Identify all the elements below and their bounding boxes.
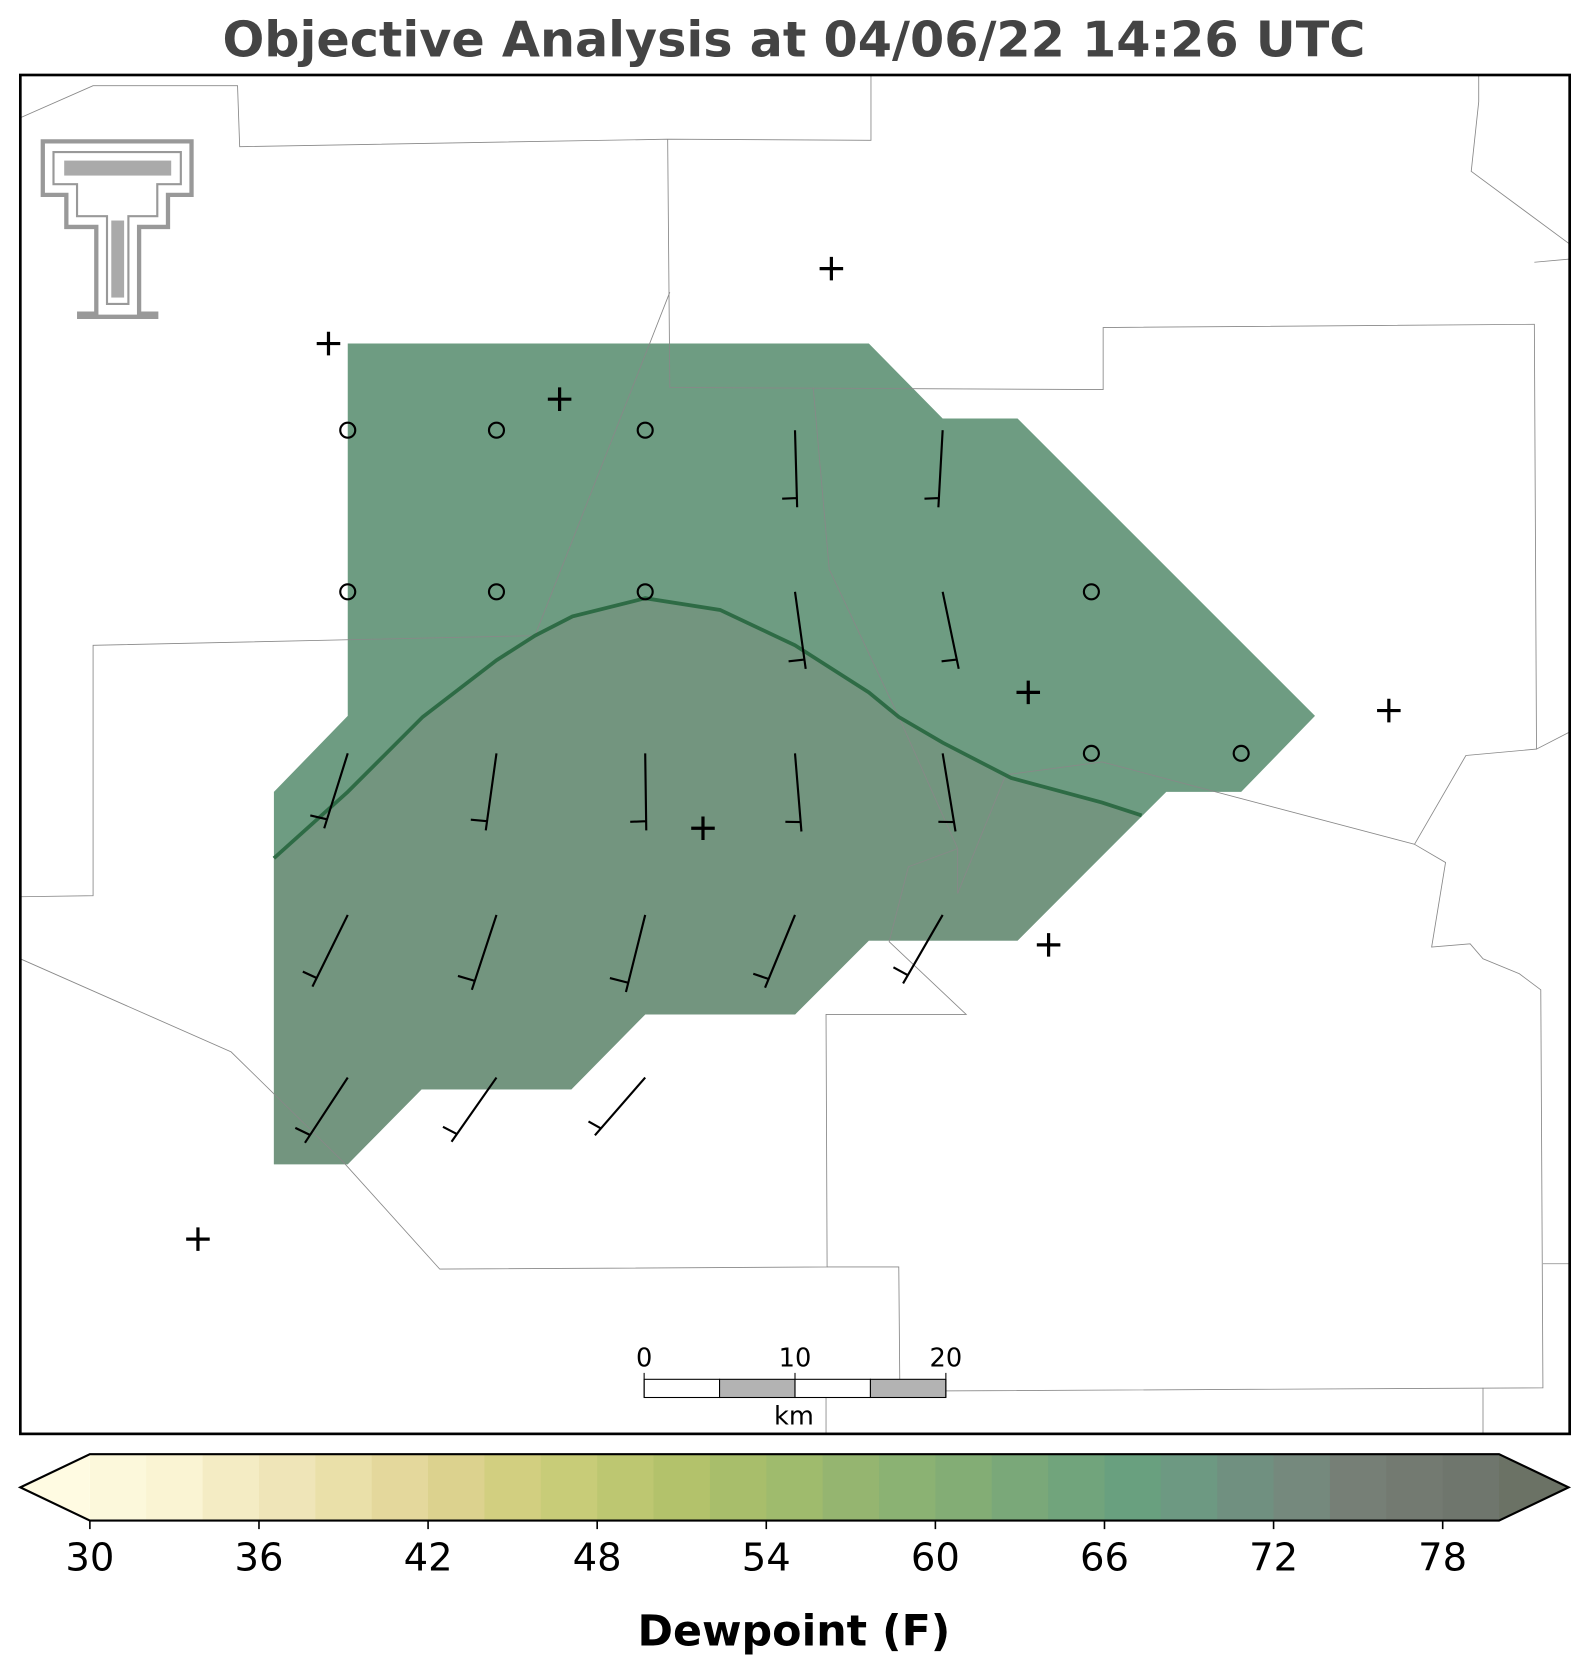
colorbar-extend-low <box>20 1454 90 1521</box>
station-cross <box>819 256 844 281</box>
colorbar-label: Dewpoint (F) <box>638 1606 951 1656</box>
colorbar-tick-label: 72 <box>1249 1536 1298 1581</box>
wind-barb <box>294 1076 349 1144</box>
colorbar-segment <box>1273 1454 1331 1521</box>
wind-barb <box>457 914 498 991</box>
wind-barb <box>609 914 647 993</box>
colorbar-extend-high <box>1499 1454 1569 1521</box>
observations <box>186 256 1401 1251</box>
colorbar-segment <box>371 1454 429 1521</box>
colorbar-segment <box>202 1454 260 1521</box>
scale-bar: 0 10 20 km <box>636 1343 962 1431</box>
scale-unit: km <box>774 1401 814 1431</box>
colorbar-segment <box>89 1454 147 1521</box>
colorbar-segment <box>597 1454 655 1521</box>
colorbar-segment <box>1048 1454 1106 1521</box>
colorbar-tick-label: 66 <box>1080 1536 1129 1581</box>
colorbar-segment <box>709 1454 767 1521</box>
colorbar-segment <box>991 1454 1049 1521</box>
calm-wind <box>339 421 357 439</box>
calm-wind <box>339 583 357 601</box>
colorbar-segment <box>766 1454 824 1521</box>
colorbar-segment <box>428 1454 485 1521</box>
colorbar: 30 36 42 48 54 60 66 72 78 <box>17 1453 1572 1581</box>
station-cross <box>316 331 341 356</box>
wind-barb <box>788 591 807 669</box>
colorbar-tick-label: 48 <box>573 1536 622 1581</box>
calm-wind <box>636 421 654 439</box>
map-frame <box>18 73 1572 1436</box>
county-lines <box>20 74 1570 1434</box>
colorbar-segment <box>315 1454 373 1521</box>
wind-barb <box>302 914 349 988</box>
colorbar-segment <box>935 1454 993 1521</box>
scale-tick-label: 10 <box>779 1343 812 1373</box>
colorbar-segment <box>1104 1454 1162 1521</box>
colorbar-segment <box>879 1454 936 1521</box>
station-cross <box>547 387 572 411</box>
scale-tick-label: 0 <box>636 1343 652 1373</box>
station-cross <box>186 1227 210 1251</box>
dewpoint-fill-dark <box>273 598 1142 1165</box>
contour-line <box>272 596 1143 860</box>
colorbar-segment <box>822 1454 880 1521</box>
wind-barb <box>310 753 349 829</box>
colorbar-tick-label: 36 <box>234 1536 283 1581</box>
colorbar-segment <box>1329 1454 1387 1521</box>
scale-tick-label: 20 <box>930 1343 963 1373</box>
colorbar-segment <box>653 1454 711 1521</box>
scale-segment <box>794 1378 871 1399</box>
station-cross <box>1036 933 1061 957</box>
station-cross <box>1377 698 1401 723</box>
scale-segment <box>719 1378 796 1399</box>
wind-barb <box>630 753 648 831</box>
wind-barb <box>442 1076 498 1143</box>
scale-segment <box>869 1378 947 1399</box>
colorbar-segment <box>1442 1454 1500 1521</box>
wind-barb <box>752 914 796 989</box>
wind-barb <box>782 430 799 508</box>
colorbar-segment <box>258 1454 316 1521</box>
station-cross <box>1016 680 1041 705</box>
wind-barb <box>924 430 944 508</box>
calm-wind <box>636 583 654 601</box>
calm-wind <box>1232 744 1250 762</box>
calm-wind <box>1082 744 1100 762</box>
colorbar-segment <box>484 1454 542 1521</box>
scale-segment <box>643 1378 721 1399</box>
station-cross <box>691 816 715 841</box>
wind-barb <box>938 753 957 832</box>
wind-barb <box>941 591 960 670</box>
colorbar-segment <box>146 1454 204 1521</box>
calm-wind <box>487 421 506 439</box>
wind-barb <box>587 1076 647 1137</box>
wind-barb <box>785 753 803 832</box>
colorbar-tick-label: 30 <box>65 1536 114 1581</box>
wind-barb <box>892 914 944 984</box>
wind-barb <box>470 753 498 831</box>
calm-wind <box>1082 583 1100 601</box>
colorbar-segment <box>540 1454 598 1521</box>
calm-wind <box>487 583 506 601</box>
colorbar-segment <box>1160 1454 1218 1521</box>
map-area: 0 10 20 km <box>18 73 1572 1436</box>
colorbar-segment <box>1217 1454 1275 1521</box>
logo <box>40 139 194 319</box>
colorbar-tick-label: 54 <box>742 1536 791 1581</box>
colorbar-segment <box>1386 1454 1444 1521</box>
colorbar-tick-label: 60 <box>911 1536 960 1581</box>
colorbar-tick-label: 78 <box>1418 1536 1467 1581</box>
colorbar-tick-label: 42 <box>404 1536 453 1581</box>
title: Objective Analysis at 04/06/22 14:26 UTC <box>222 10 1365 68</box>
